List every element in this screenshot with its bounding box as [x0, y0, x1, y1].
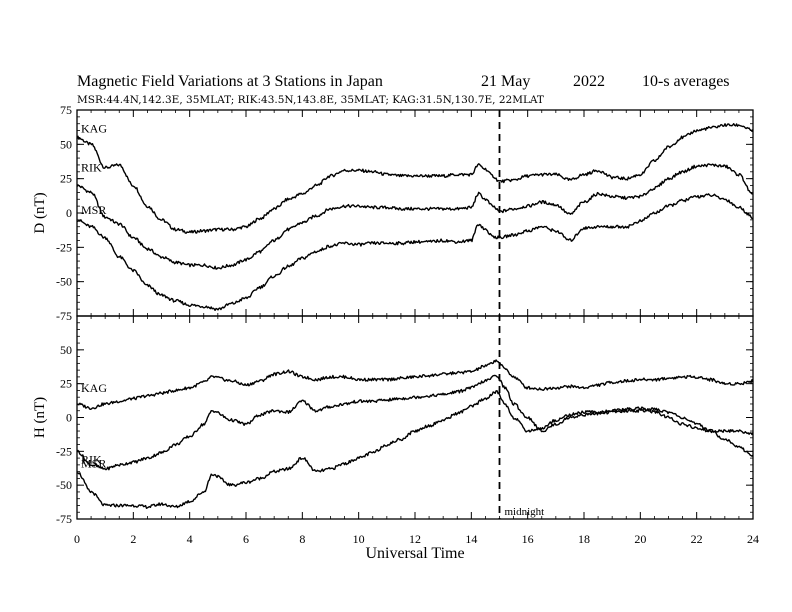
- x-tick-label: 4: [187, 532, 193, 546]
- x-tick-label: 0: [74, 532, 80, 546]
- x-tick-label: 14: [465, 532, 477, 546]
- y-tick-label: -75: [56, 512, 72, 526]
- y-tick-label: 0: [66, 206, 72, 220]
- y-axis-label: H (nT): [32, 397, 48, 438]
- series-line-rik: [76, 163, 754, 270]
- x-tick-label: 12: [409, 532, 421, 546]
- x-tick-label: 18: [578, 532, 590, 546]
- series-line-kag: [76, 359, 754, 410]
- chart-year: 2022: [573, 73, 605, 90]
- series-label-rik: RIK: [81, 161, 102, 175]
- y-tick-label: 50: [60, 137, 72, 151]
- x-tick-label: 24: [747, 532, 759, 546]
- x-tick-label: 6: [243, 532, 249, 546]
- y-tick-label: 0: [66, 411, 72, 425]
- station-coordinates: MSR:44.4N,142.3E, 35MLAT; RIK:43.5N,143.…: [77, 94, 544, 106]
- chart-date: 21 May: [481, 73, 531, 90]
- chart-title: Magnetic Field Variations at 3 Stations …: [77, 73, 383, 90]
- chart-averaging: 10-s averages: [642, 73, 730, 90]
- series-label-rik: RIK: [81, 452, 102, 466]
- panel-d: 75 50 25 0 -25 -50 -75 D (nT) KAG RIK MSR: [32, 103, 754, 323]
- x-tick-label: 16: [522, 532, 534, 546]
- x-tick-label: 22: [691, 532, 703, 546]
- y-tick-label: 25: [60, 172, 72, 186]
- midnight-label: midnight: [505, 506, 545, 518]
- series-label-msr: MSR: [81, 203, 106, 217]
- x-tick-label: 2: [130, 532, 136, 546]
- plot-frame: [76, 109, 754, 317]
- series-line-msr: [76, 390, 754, 509]
- y-tick-label: 50: [60, 343, 72, 357]
- series-line-kag: [76, 123, 754, 234]
- series-label-kag: KAG: [81, 121, 107, 135]
- y-axis-label: D (nT): [32, 192, 48, 233]
- series-label-msr: MSR: [81, 457, 106, 471]
- series-label-kag: KAG: [81, 381, 107, 395]
- x-tick-label: 10: [353, 532, 365, 546]
- y-tick-label: -25: [56, 444, 72, 458]
- plot-frame: [76, 315, 754, 520]
- x-tick-label: 8: [299, 532, 305, 546]
- y-tick-label: -25: [56, 240, 72, 254]
- x-tick-label: 20: [634, 532, 646, 546]
- y-tick-label: -50: [56, 275, 72, 289]
- y-tick-label: 25: [60, 377, 72, 391]
- y-tick-label: 75: [60, 103, 72, 117]
- series-line-msr: [76, 193, 754, 311]
- y-tick-label: -50: [56, 478, 72, 492]
- x-axis-label: Universal Time: [365, 545, 464, 562]
- y-tick-label: -75: [56, 309, 72, 323]
